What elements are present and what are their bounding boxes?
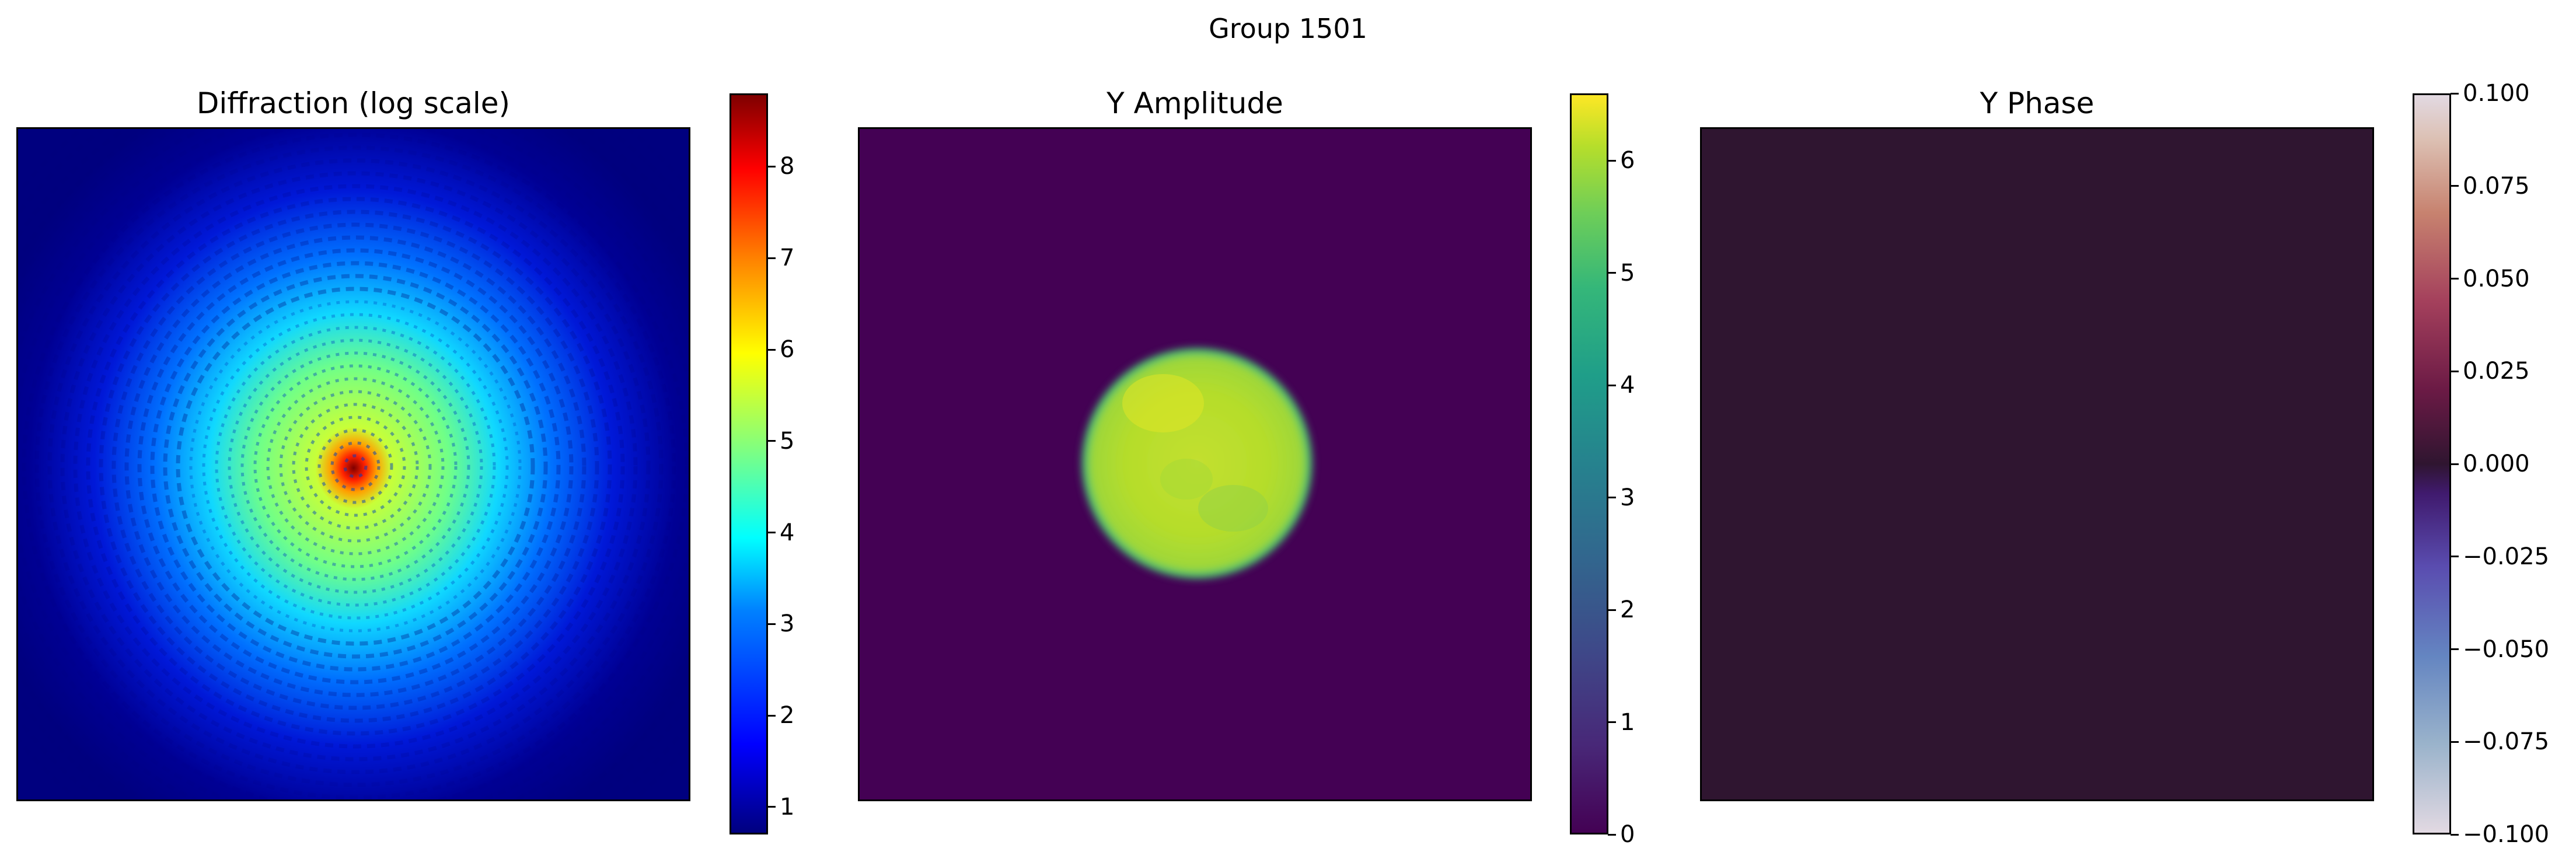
- diffraction-ring: [189, 300, 522, 633]
- diffraction-ring: [343, 454, 368, 479]
- amplitude-colorbar-tick-label: 2: [1620, 596, 1635, 624]
- panel-title-phase: Y Phase: [1980, 86, 2095, 120]
- diffraction-colorbar-tick: [767, 714, 776, 717]
- diffraction-colorbar-tick-label: 6: [780, 336, 795, 363]
- amplitude-colorbar-tick: [1608, 384, 1616, 386]
- diffraction-colorbar: [729, 93, 768, 834]
- diffraction-ring: [137, 248, 574, 685]
- phase-colorbar-tick: [2451, 92, 2459, 95]
- diffraction-ring: [176, 287, 535, 646]
- diffraction-colorbar-tick: [767, 623, 776, 625]
- phase-colorbar-tick: [2451, 648, 2459, 650]
- diffraction-colorbar-tick-label: 7: [780, 245, 795, 272]
- phase-colorbar-tick: [2451, 370, 2459, 372]
- diffraction-colorbar-tick: [767, 348, 776, 351]
- phase-colorbar-tick: [2451, 185, 2459, 187]
- amplitude-colorbar-tick-label: 6: [1620, 147, 1635, 174]
- amplitude-colorbar-tick-label: 5: [1620, 259, 1635, 287]
- diffraction-ring: [240, 351, 470, 581]
- diffraction-colorbar-tick-label: 1: [780, 793, 795, 820]
- diffraction-rings: [18, 129, 689, 799]
- diffraction-colorbar-tick-label: 5: [780, 427, 795, 455]
- diffraction-ring: [253, 364, 458, 568]
- phase-colorbar-tick: [2451, 463, 2459, 465]
- diffraction-ring: [60, 171, 651, 762]
- diffraction-colorbar-tick-label: 3: [780, 610, 795, 638]
- amplitude-colorbar-tick-label: 4: [1620, 372, 1635, 399]
- amplitude-colorbar-tick: [1608, 721, 1616, 724]
- diffraction-colorbar-tick-label: 2: [780, 702, 795, 729]
- diffraction-ring: [34, 145, 676, 787]
- amplitude-colorbar-tick: [1608, 159, 1616, 162]
- phase-colorbar-tick-label: −0.025: [2463, 543, 2550, 570]
- phase-colorbar-tick-label: −0.075: [2463, 728, 2550, 756]
- diffraction-heatmap: [16, 127, 690, 801]
- diffraction-colorbar-tick: [767, 165, 776, 167]
- amplitude-colorbar-tick: [1608, 497, 1616, 499]
- phase-colorbar-tick-label: −0.050: [2463, 635, 2550, 663]
- diffraction-ring: [330, 441, 381, 491]
- phase-colorbar-tick: [2451, 556, 2459, 558]
- diffraction-ring: [228, 338, 483, 594]
- diffraction-ring: [99, 209, 612, 723]
- phase-colorbar-tick-label: −0.100: [2463, 821, 2550, 848]
- phase-colorbar-tick: [2451, 278, 2459, 280]
- diffraction-ring: [215, 326, 496, 607]
- diffraction-ring: [202, 313, 509, 620]
- diffraction-ring: [47, 158, 664, 774]
- phase-colorbar-tick-label: 0.075: [2463, 172, 2530, 200]
- diffraction-ring: [279, 390, 432, 543]
- phase-colorbar-tick: [2451, 833, 2459, 836]
- phase-colorbar-tick-label: 0.050: [2463, 265, 2530, 292]
- diffraction-intensity-field: [18, 129, 689, 799]
- diffraction-ring: [163, 274, 548, 659]
- amplitude-heatmap: [858, 127, 1532, 801]
- amplitude-colorbar-tick-label: 0: [1620, 821, 1635, 848]
- diffraction-ring: [266, 377, 445, 556]
- diffraction-ring: [317, 428, 393, 504]
- diffraction-ring: [22, 132, 689, 799]
- diffraction-colorbar-tick-label: 4: [780, 519, 795, 546]
- phase-colorbar-tick: [2451, 741, 2459, 743]
- amplitude-colorbar-tick: [1608, 833, 1616, 836]
- diffraction-ring: [292, 403, 419, 530]
- amplitude-colorbar-tick: [1608, 609, 1616, 611]
- panel-title-amplitude: Y Amplitude: [1107, 86, 1283, 120]
- panel-title-diffraction: Diffraction (log scale): [196, 86, 511, 120]
- phase-colorbar-tick-label: 0.000: [2463, 451, 2530, 477]
- diffraction-ring: [111, 222, 599, 710]
- amplitude-colorbar-tick: [1608, 272, 1616, 274]
- diffraction-colorbar-tick: [767, 806, 776, 808]
- phase-colorbar-tick-label: 0.025: [2463, 358, 2530, 385]
- phase-colorbar-tick-label: 0.100: [2463, 80, 2530, 107]
- diffraction-ring: [86, 197, 625, 736]
- diffraction-ring: [73, 184, 638, 749]
- phase-heatmap: [1700, 127, 2374, 801]
- amplitude-colorbar-tick-label: 3: [1620, 484, 1635, 511]
- amplitude-colorbar-tick-label: 1: [1620, 708, 1635, 736]
- diffraction-ring: [305, 415, 406, 517]
- amplitude-colorbar: [1570, 93, 1608, 834]
- diffraction-colorbar-tick: [767, 440, 776, 442]
- diffraction-colorbar-tick: [767, 532, 776, 534]
- diffraction-ring: [150, 261, 561, 672]
- diffraction-ring: [124, 235, 587, 697]
- phase-colorbar: [2413, 93, 2451, 834]
- diffraction-colorbar-tick: [767, 257, 776, 259]
- figure-title: Group 1501: [1209, 13, 1367, 44]
- diffraction-colorbar-tick-label: 8: [780, 153, 795, 180]
